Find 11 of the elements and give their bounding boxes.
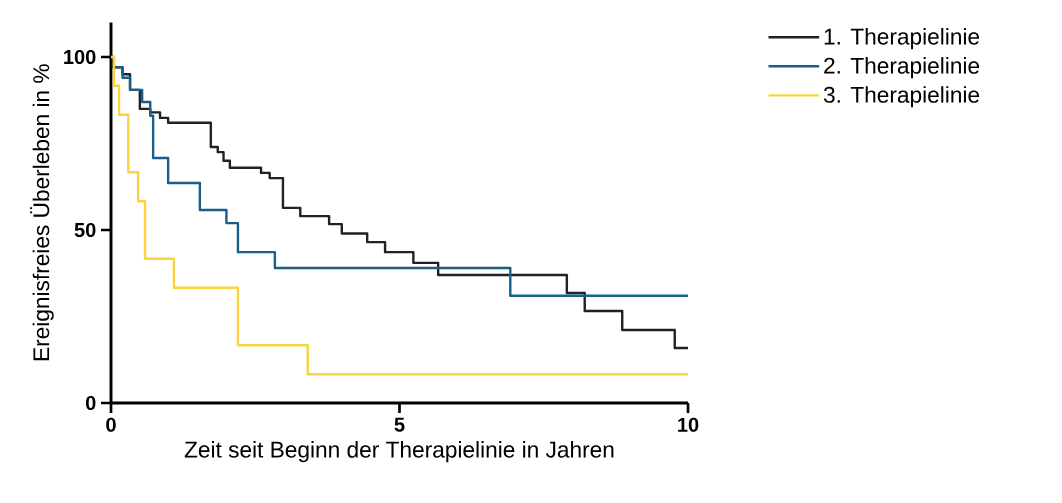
y-tick-label: 50	[74, 222, 96, 238]
y-axis-title: Ereignisfreies Überleben in %	[30, 64, 54, 361]
y-tick-label: 0	[85, 395, 96, 411]
y-tick-label: 100	[64, 49, 96, 65]
legend-label: 3. Therapielinie	[823, 86, 980, 108]
x-tick-label: 5	[394, 417, 405, 432]
x-tick-label: 0	[106, 417, 116, 432]
x-axis-title: Zeit seit Beginn der Therapielinie in Jahren	[184, 441, 614, 463]
legend-label: 1. Therapielinie	[824, 28, 980, 50]
x-tick-label: 10	[678, 417, 699, 432]
legend-label: 2. Therapielinie	[824, 57, 980, 79]
